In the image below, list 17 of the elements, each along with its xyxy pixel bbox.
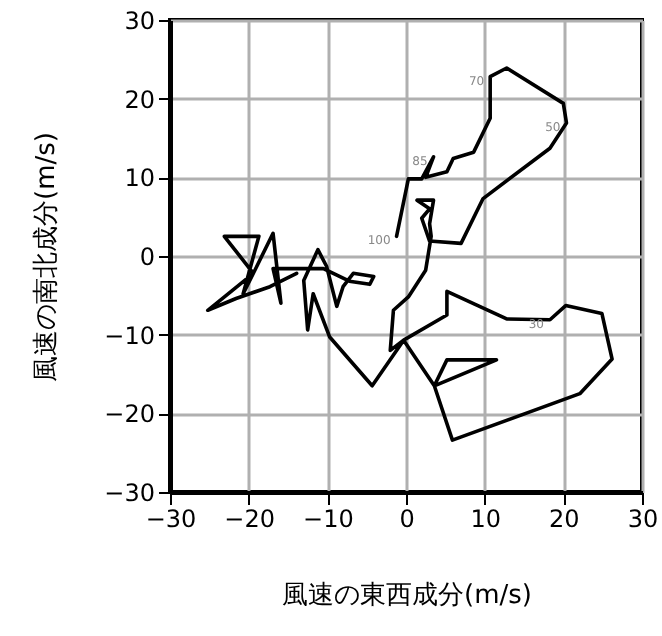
x-tick-label: −30: [145, 505, 197, 533]
x-tick-label: −20: [224, 505, 275, 533]
y-tick-label: −10: [104, 321, 155, 350]
x-tick-label: −10: [303, 505, 354, 533]
y-axis-title: 風速の南北成分(m/s): [32, 132, 63, 382]
x-tick-label: 30: [627, 505, 659, 533]
line-series: [205, 66, 614, 442]
y-tick-label: 10: [124, 164, 155, 193]
y-tick-label: 0: [139, 243, 155, 271]
x-tick-label: 20: [549, 505, 580, 533]
y-tick-label: 30: [124, 7, 155, 35]
y-tick-label: 20: [124, 85, 155, 114]
x-axis-title: 風速の東西成分(m/s): [282, 581, 532, 611]
x-tick-label: 10: [470, 505, 501, 533]
x-tick-label: 0: [399, 505, 415, 533]
y-tick-label: −20: [104, 400, 155, 429]
y-tick-label: −30: [104, 479, 155, 507]
